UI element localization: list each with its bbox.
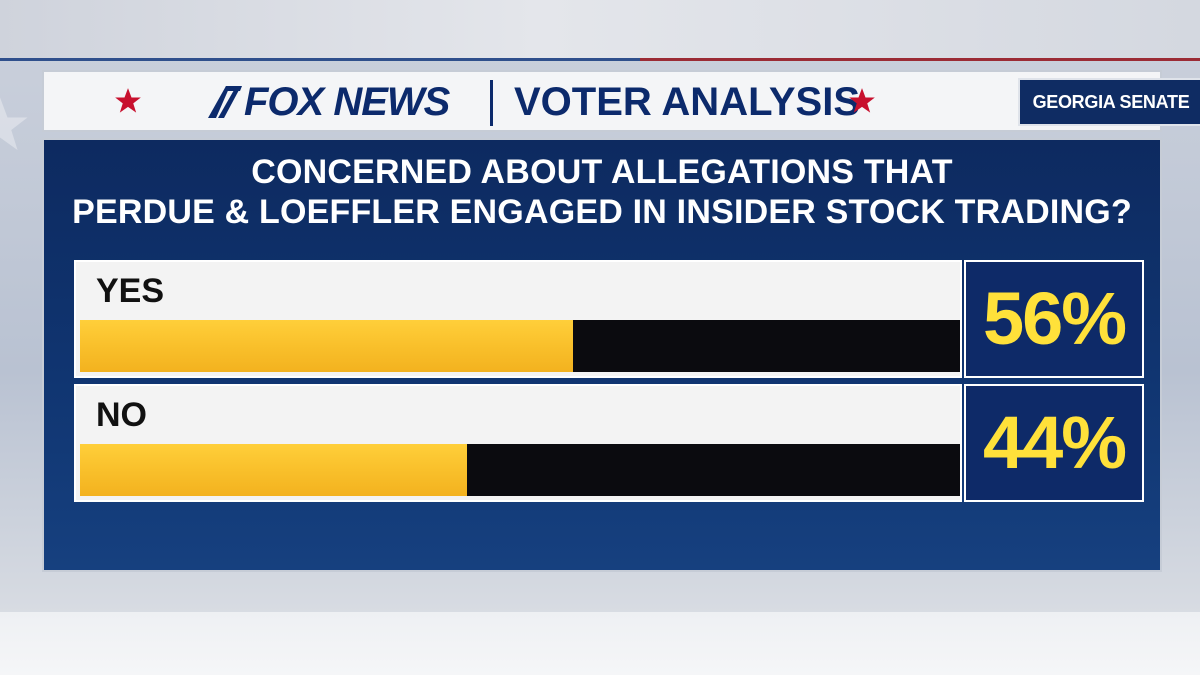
fox-logo-mark-icon xyxy=(208,86,242,118)
header-divider xyxy=(490,80,493,126)
header-bar: FOX NEWS VOTER ANALYSIS GEORGIA SENATE xyxy=(42,70,1200,132)
bar-row-no: NO 44% xyxy=(74,384,1144,502)
category-label-no: NO xyxy=(96,396,147,434)
red-star-icon-left xyxy=(114,87,142,115)
value-box-yes: 56% xyxy=(964,260,1144,378)
section-title: VOTER ANALYSIS xyxy=(514,80,860,124)
bar-fill-no xyxy=(80,444,467,496)
chart-title: CONCERNED ABOUT ALLEGATIONS THAT PERDUE … xyxy=(44,152,1160,232)
chart-panel: CONCERNED ABOUT ALLEGATIONS THAT PERDUE … xyxy=(42,138,1162,572)
red-star-icon-right xyxy=(848,87,876,115)
bar-track xyxy=(80,444,960,496)
chart-title-line-1: CONCERNED ABOUT ALLEGATIONS THAT xyxy=(251,153,953,191)
bar-box: NO xyxy=(74,384,962,502)
fox-news-logo: FOX NEWS xyxy=(204,80,450,124)
race-tag: GEORGIA SENATE xyxy=(1018,78,1200,126)
background-star-icon xyxy=(0,97,28,150)
background-bottom xyxy=(0,612,1200,675)
category-label-yes: YES xyxy=(96,272,165,310)
background-blue-line xyxy=(0,58,640,61)
logo-text: FOX NEWS xyxy=(244,80,450,124)
value-label-yes: 56% xyxy=(982,277,1127,360)
bar-fill-yes xyxy=(80,320,573,372)
bar-box: YES xyxy=(74,260,962,378)
bar-row-yes: YES 56% xyxy=(74,260,1144,378)
value-label-no: 44% xyxy=(982,401,1127,484)
bar-track xyxy=(80,320,960,372)
chart-title-line-2: PERDUE & LOEFFLER ENGAGED IN INSIDER STO… xyxy=(72,193,1132,231)
value-box-no: 44% xyxy=(964,384,1144,502)
background-red-line xyxy=(640,58,1200,61)
background-top xyxy=(0,0,1200,58)
